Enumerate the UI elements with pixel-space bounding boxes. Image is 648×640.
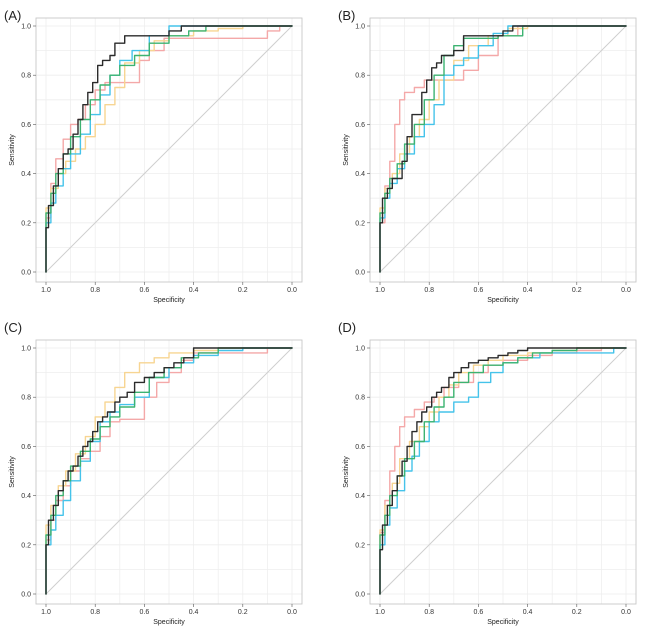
y-tick-label: 1.0 [21, 24, 31, 31]
plot-frame [35, 17, 303, 283]
roc-panel-1: (A)1.0 0.8 0.6 0.4 0.2 0.00.00.20.40.60.81.0S… [4, 8, 303, 304]
grid [370, 18, 636, 282]
y-tick-label: 0.2 [21, 220, 31, 227]
x-tick-label: 1.0 [375, 287, 385, 294]
roc-panel-3: (C) 1.0 0.8 0.6 0.4 0.2 0.0 0.0 0.2 0.4 0.6 0.8 1.0 S… [4, 320, 303, 626]
plot-frame [369, 339, 637, 605]
panel-label: (D) [338, 320, 356, 335]
y-tick-label: 0.6 [21, 444, 31, 451]
panel-label: (C) [4, 320, 22, 335]
y-tick-label: 0.8 [355, 395, 365, 402]
roc-curve-black [45, 25, 293, 273]
y-tick-label: 0.4 [21, 171, 31, 178]
panel-label: (A) [4, 8, 21, 23]
y-tick-label: 0.4 [21, 493, 31, 500]
y-axis-title: Sensitivity [343, 134, 350, 166]
roc-curve-black [45, 347, 293, 595]
x-tick-label: 0.2 [572, 287, 582, 294]
x-tick-label: 0.8 [424, 609, 434, 616]
y-tick-label: 0.0 [355, 270, 365, 277]
y-tick-label: 0.8 [355, 73, 365, 80]
y-tick-label: 0.2 [355, 220, 365, 227]
roc-curve-green [379, 347, 627, 595]
x-tick-label: 0.2 [238, 609, 248, 616]
y-tick-label: 0.8 [21, 395, 31, 402]
roc-curve-pink [379, 25, 627, 273]
x-tick-label: 1.0 [41, 287, 51, 294]
y-tick-label: 0.8 [21, 73, 31, 80]
y-tick-label: 0.6 [355, 444, 365, 451]
chance-diagonal [45, 25, 293, 273]
chance-diagonal [379, 25, 627, 273]
x-tick-label: 0.2 [572, 609, 582, 616]
roc-panel-2: (B)1.0 0.8 0.6 0.4 0.2 0.00.00.20.40.60.81.0S… [338, 8, 637, 304]
y-tick-label: 0.2 [355, 542, 365, 549]
roc-curve-cyan [379, 25, 627, 273]
x-tick-label: 0.6 [474, 287, 484, 294]
roc-panel-4: (D) 1.0 0.8 0.6 0.4 0.2 0.0 0.0 0.2 0.4 0.6 0.8 1.0 S… [338, 320, 637, 626]
roc-curve-green [45, 347, 293, 595]
y-tick-label: 1.0 [355, 24, 365, 31]
x-tick-label: 0.8 [424, 287, 434, 294]
x-tick-label: 0.6 [140, 609, 150, 616]
x-tick-label: 0.0 [621, 287, 631, 294]
x-tick-label: 0.0 [287, 287, 297, 294]
y-tick-label: 0.0 [21, 592, 31, 599]
x-tick-label: 0.0 [621, 609, 631, 616]
y-tick-label: 0.2 [21, 542, 31, 549]
x-axis-title: Specificity [487, 297, 519, 304]
roc-curve-pink [45, 25, 293, 273]
chance-diagonal [45, 347, 293, 595]
x-tick-label: 0.2 [238, 287, 248, 294]
panel-label: (B) [338, 8, 355, 23]
x-tick-label: 0.4 [189, 287, 199, 294]
x-tick-label: 0.8 [90, 287, 100, 294]
plot-frame [369, 17, 637, 283]
y-tick-label: 0.6 [21, 122, 31, 129]
x-tick-label: 0.4 [523, 609, 533, 616]
x-axis-title: Specificity [487, 619, 519, 626]
y-tick-label: 0.0 [355, 592, 365, 599]
y-axis-title: Sensitivity [9, 134, 16, 166]
y-tick-label: 1.0 [21, 346, 31, 353]
y-tick-label: 0.4 [355, 493, 365, 500]
x-axis-title: Specificity [153, 619, 185, 626]
y-axis-title: Sensitivity [343, 456, 350, 488]
x-tick-label: 0.0 [287, 609, 297, 616]
x-tick-label: 0.8 [90, 609, 100, 616]
chance-diagonal [379, 347, 627, 595]
x-tick-label: 0.6 [474, 609, 484, 616]
y-tick-label: 1.0 [355, 346, 365, 353]
x-tick-label: 1.0 [41, 609, 51, 616]
x-axis-title: Specificity [153, 297, 185, 304]
x-tick-label: 0.4 [189, 609, 199, 616]
y-tick-label: 0.0 [21, 270, 31, 277]
roc-curve-black [379, 347, 627, 595]
roc-curve-black [379, 25, 627, 273]
x-tick-label: 0.4 [523, 287, 533, 294]
y-tick-label: 0.4 [355, 171, 365, 178]
y-axis-title: Sensitivity [9, 456, 16, 488]
y-tick-label: 0.6 [355, 122, 365, 129]
plot-frame [35, 339, 303, 605]
x-tick-label: 0.6 [140, 287, 150, 294]
x-tick-label: 1.0 [375, 609, 385, 616]
roc-curve-cyan [379, 347, 627, 595]
